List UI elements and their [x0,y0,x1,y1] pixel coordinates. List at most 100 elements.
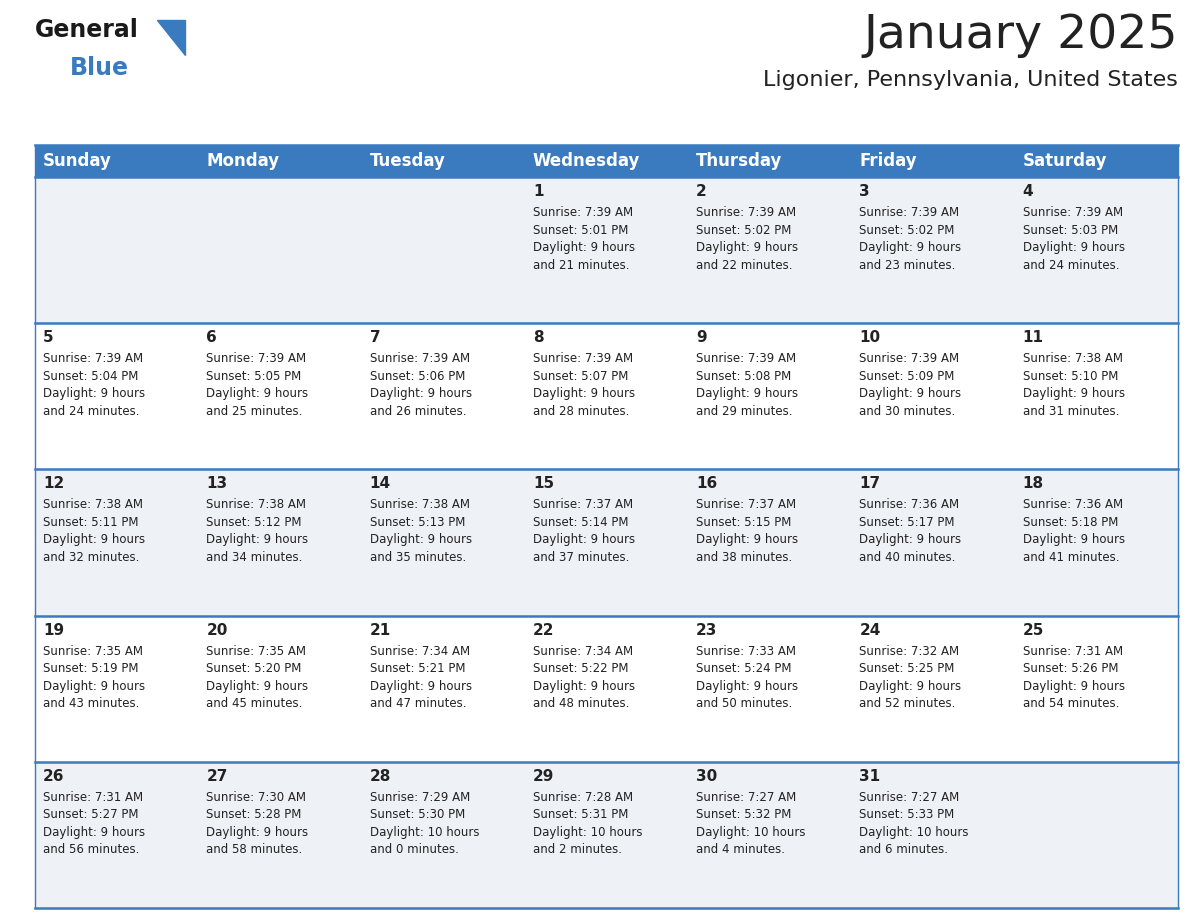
Text: Sunrise: 7:36 AM
Sunset: 5:18 PM
Daylight: 9 hours
and 41 minutes.: Sunrise: 7:36 AM Sunset: 5:18 PM Dayligh… [1023,498,1125,564]
Text: Sunrise: 7:31 AM
Sunset: 5:27 PM
Daylight: 9 hours
and 56 minutes.: Sunrise: 7:31 AM Sunset: 5:27 PM Dayligh… [43,790,145,856]
Text: Blue: Blue [70,56,129,80]
Text: 10: 10 [859,330,880,345]
Text: 7: 7 [369,330,380,345]
Text: Friday: Friday [859,152,917,170]
Bar [688,469,852,616]
Text: Sunrise: 7:35 AM
Sunset: 5:19 PM
Daylight: 9 hours
and 43 minutes.: Sunrise: 7:35 AM Sunset: 5:19 PM Dayligh… [43,644,145,711]
Text: 12: 12 [43,476,64,491]
Text: Sunrise: 7:39 AM
Sunset: 5:04 PM
Daylight: 9 hours
and 24 minutes.: Sunrise: 7:39 AM Sunset: 5:04 PM Dayligh… [43,353,145,418]
Bar [688,145,852,177]
Bar [525,323,688,469]
Bar [34,145,198,177]
Text: General: General [34,18,139,42]
Bar [34,762,198,908]
Text: Sunrise: 7:36 AM
Sunset: 5:17 PM
Daylight: 9 hours
and 40 minutes.: Sunrise: 7:36 AM Sunset: 5:17 PM Dayligh… [859,498,961,564]
Bar [361,762,525,908]
Text: Sunrise: 7:34 AM
Sunset: 5:21 PM
Daylight: 9 hours
and 47 minutes.: Sunrise: 7:34 AM Sunset: 5:21 PM Dayligh… [369,644,472,711]
Text: Sunrise: 7:39 AM
Sunset: 5:01 PM
Daylight: 9 hours
and 21 minutes.: Sunrise: 7:39 AM Sunset: 5:01 PM Dayligh… [533,206,634,272]
Bar [688,177,852,323]
Text: 13: 13 [207,476,227,491]
Text: Sunrise: 7:39 AM
Sunset: 5:05 PM
Daylight: 9 hours
and 25 minutes.: Sunrise: 7:39 AM Sunset: 5:05 PM Dayligh… [207,353,309,418]
Bar [34,469,198,616]
Bar [361,469,525,616]
Text: Wednesday: Wednesday [533,152,640,170]
Text: Saturday: Saturday [1023,152,1107,170]
Text: Sunrise: 7:35 AM
Sunset: 5:20 PM
Daylight: 9 hours
and 45 minutes.: Sunrise: 7:35 AM Sunset: 5:20 PM Dayligh… [207,644,309,711]
Bar [852,145,1015,177]
Bar [852,762,1015,908]
Bar [198,762,361,908]
Text: 22: 22 [533,622,555,638]
Bar [198,145,361,177]
Text: 6: 6 [207,330,217,345]
Text: 8: 8 [533,330,543,345]
Bar [1015,177,1178,323]
Bar [1015,145,1178,177]
Text: 4: 4 [1023,184,1034,199]
Text: Sunrise: 7:39 AM
Sunset: 5:06 PM
Daylight: 9 hours
and 26 minutes.: Sunrise: 7:39 AM Sunset: 5:06 PM Dayligh… [369,353,472,418]
Text: 24: 24 [859,622,880,638]
Text: Ligonier, Pennsylvania, United States: Ligonier, Pennsylvania, United States [763,70,1178,90]
Bar [198,177,361,323]
Text: Tuesday: Tuesday [369,152,446,170]
Text: Sunrise: 7:27 AM
Sunset: 5:33 PM
Daylight: 10 hours
and 6 minutes.: Sunrise: 7:27 AM Sunset: 5:33 PM Dayligh… [859,790,969,856]
Bar [852,616,1015,762]
Text: 2: 2 [696,184,707,199]
Text: Sunrise: 7:27 AM
Sunset: 5:32 PM
Daylight: 10 hours
and 4 minutes.: Sunrise: 7:27 AM Sunset: 5:32 PM Dayligh… [696,790,805,856]
Text: January 2025: January 2025 [864,13,1178,58]
Bar [525,616,688,762]
Text: Sunrise: 7:38 AM
Sunset: 5:10 PM
Daylight: 9 hours
and 31 minutes.: Sunrise: 7:38 AM Sunset: 5:10 PM Dayligh… [1023,353,1125,418]
Text: 5: 5 [43,330,53,345]
Bar [525,762,688,908]
Text: 27: 27 [207,768,228,784]
Bar [1015,469,1178,616]
Text: 23: 23 [696,622,718,638]
Bar [688,323,852,469]
Text: Sunrise: 7:39 AM
Sunset: 5:03 PM
Daylight: 9 hours
and 24 minutes.: Sunrise: 7:39 AM Sunset: 5:03 PM Dayligh… [1023,206,1125,272]
Bar [198,323,361,469]
Text: 1: 1 [533,184,543,199]
Text: 28: 28 [369,768,391,784]
Text: Sunrise: 7:39 AM
Sunset: 5:09 PM
Daylight: 9 hours
and 30 minutes.: Sunrise: 7:39 AM Sunset: 5:09 PM Dayligh… [859,353,961,418]
Bar [852,323,1015,469]
Text: Sunrise: 7:37 AM
Sunset: 5:15 PM
Daylight: 9 hours
and 38 minutes.: Sunrise: 7:37 AM Sunset: 5:15 PM Dayligh… [696,498,798,564]
Text: 16: 16 [696,476,718,491]
Text: 15: 15 [533,476,554,491]
Bar [525,177,688,323]
Bar [852,469,1015,616]
Text: 14: 14 [369,476,391,491]
Text: 19: 19 [43,622,64,638]
Text: Sunday: Sunday [43,152,112,170]
Text: Monday: Monday [207,152,279,170]
Text: Sunrise: 7:39 AM
Sunset: 5:08 PM
Daylight: 9 hours
and 29 minutes.: Sunrise: 7:39 AM Sunset: 5:08 PM Dayligh… [696,353,798,418]
Text: 29: 29 [533,768,555,784]
Text: Sunrise: 7:31 AM
Sunset: 5:26 PM
Daylight: 9 hours
and 54 minutes.: Sunrise: 7:31 AM Sunset: 5:26 PM Dayligh… [1023,644,1125,711]
Text: 11: 11 [1023,330,1044,345]
Text: Sunrise: 7:29 AM
Sunset: 5:30 PM
Daylight: 10 hours
and 0 minutes.: Sunrise: 7:29 AM Sunset: 5:30 PM Dayligh… [369,790,479,856]
Bar [525,469,688,616]
Text: Thursday: Thursday [696,152,783,170]
Bar [361,145,525,177]
Bar [688,762,852,908]
Text: 9: 9 [696,330,707,345]
Bar [852,177,1015,323]
Bar [361,323,525,469]
Bar [688,616,852,762]
Bar [34,177,198,323]
Text: Sunrise: 7:33 AM
Sunset: 5:24 PM
Daylight: 9 hours
and 50 minutes.: Sunrise: 7:33 AM Sunset: 5:24 PM Dayligh… [696,644,798,711]
Bar [34,616,198,762]
Text: 3: 3 [859,184,870,199]
Text: Sunrise: 7:38 AM
Sunset: 5:13 PM
Daylight: 9 hours
and 35 minutes.: Sunrise: 7:38 AM Sunset: 5:13 PM Dayligh… [369,498,472,564]
Bar [361,177,525,323]
Bar [361,616,525,762]
Text: Sunrise: 7:34 AM
Sunset: 5:22 PM
Daylight: 9 hours
and 48 minutes.: Sunrise: 7:34 AM Sunset: 5:22 PM Dayligh… [533,644,634,711]
Polygon shape [157,20,185,55]
Text: Sunrise: 7:39 AM
Sunset: 5:07 PM
Daylight: 9 hours
and 28 minutes.: Sunrise: 7:39 AM Sunset: 5:07 PM Dayligh… [533,353,634,418]
Bar [198,616,361,762]
Bar [525,145,688,177]
Bar [1015,323,1178,469]
Text: Sunrise: 7:30 AM
Sunset: 5:28 PM
Daylight: 9 hours
and 58 minutes.: Sunrise: 7:30 AM Sunset: 5:28 PM Dayligh… [207,790,309,856]
Text: 26: 26 [43,768,64,784]
Bar [1015,762,1178,908]
Text: 30: 30 [696,768,718,784]
